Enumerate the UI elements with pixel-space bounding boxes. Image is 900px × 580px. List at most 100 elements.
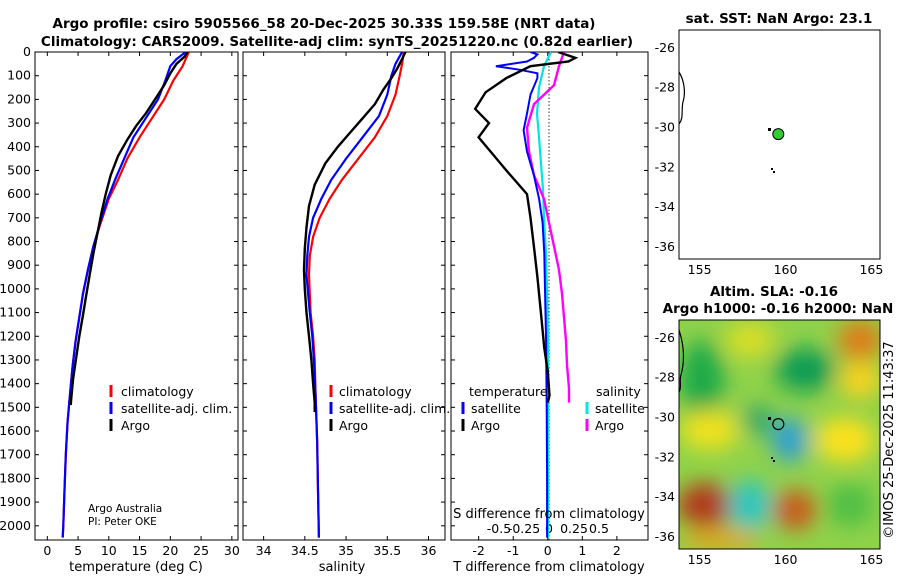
credit-line1: Argo Australia xyxy=(88,503,162,515)
sla-map-title-line1: Altim. SLA: -0.16 xyxy=(710,284,838,300)
map-x-tick-label: 165 xyxy=(859,552,883,567)
legend-climatology: climatology xyxy=(339,384,412,399)
y-tick-label: 100 xyxy=(7,68,31,83)
map-x-tick-label: 160 xyxy=(774,552,798,567)
x-tick-label: 34.5 xyxy=(291,543,319,558)
map-y-tick-label: -28 xyxy=(655,370,675,385)
map-x-tick-label: 155 xyxy=(688,552,712,567)
temperature-diff-argo-line xyxy=(473,52,579,403)
y-tick-label: 1300 xyxy=(0,352,31,367)
x-tick-label: 36 xyxy=(421,543,437,558)
x-tick-label: -1 xyxy=(507,543,519,558)
legend-satellite: satellite-adj. clim. xyxy=(121,401,232,416)
difference-axes-frame xyxy=(450,51,649,541)
x-tick-label: 0 xyxy=(544,543,552,558)
map-y-tick-label: -32 xyxy=(655,159,675,174)
sla-map-title-line2: Argo h1000: -0.16 h2000: NaN xyxy=(663,301,894,317)
legend-t-argo: Argo xyxy=(471,418,500,433)
legend-salinity-header: salinity xyxy=(596,384,641,399)
legend-s-satellite: satellite xyxy=(595,401,645,416)
salinity-satellite-line xyxy=(305,52,404,538)
map-y-tick-label: -26 xyxy=(655,330,675,345)
sst-coastline xyxy=(678,71,685,125)
legend-temperature-header: temperature xyxy=(469,384,548,399)
y-tick-label: 2000 xyxy=(0,518,31,533)
s-diff-tick-label: -0.5 xyxy=(487,521,511,536)
s-diff-tick-label: 0.5 xyxy=(589,521,609,536)
x-tick-label: 20 xyxy=(162,543,178,558)
sst-islands xyxy=(768,128,775,173)
map-y-tick-label: -32 xyxy=(655,449,675,464)
legend-s-argo: Argo xyxy=(595,418,624,433)
x-tick-label: -2 xyxy=(472,543,484,558)
salinity-x-label: salinity xyxy=(319,560,366,575)
temperature-diff-satellite-line xyxy=(495,52,549,538)
x-tick-label: 35.5 xyxy=(373,543,401,558)
salinity-diff-satellite-line xyxy=(535,52,552,538)
figure-title-line2: Climatology: CARS2009. Satellite-adj cli… xyxy=(41,34,633,50)
x-tick-label: 0 xyxy=(43,543,51,558)
y-tick-label: 1200 xyxy=(0,328,31,343)
x-tick-label: 15 xyxy=(132,543,148,558)
salinity-diff-argo-line xyxy=(525,52,571,403)
map-y-tick-label: -30 xyxy=(655,120,675,135)
y-tick-label: 300 xyxy=(7,115,31,130)
credit-line2: PI: Peter OKE xyxy=(88,516,157,528)
sla-float-marker xyxy=(772,418,785,431)
legend-argo: Argo xyxy=(121,418,150,433)
legend-argo: Argo xyxy=(339,418,368,433)
y-tick-label: 700 xyxy=(7,210,31,225)
temperature-x-label: temperature (deg C) xyxy=(69,560,203,575)
x-tick-label: 1 xyxy=(578,543,586,558)
map-y-tick-label: -26 xyxy=(655,40,675,55)
y-tick-label: 900 xyxy=(7,257,31,272)
sla-heatmap xyxy=(679,320,880,549)
y-tick-label: 1400 xyxy=(0,376,31,391)
credits: Argo Australia PI: Peter OKE xyxy=(88,503,162,528)
y-tick-label: 0 xyxy=(23,44,31,59)
map-y-tick-label: -36 xyxy=(655,239,675,254)
y-tick-label: 400 xyxy=(7,139,31,154)
x-tick-label: 34 xyxy=(256,543,272,558)
x-tick-label: 30 xyxy=(224,543,240,558)
y-tick-label: 500 xyxy=(7,162,31,177)
map-x-tick-label: 160 xyxy=(774,262,798,277)
y-tick-label: 1700 xyxy=(0,447,31,462)
sla-islands xyxy=(768,417,775,462)
sla-coastline xyxy=(678,329,685,393)
temperature-legend: climatology satellite-adj. clim. Argo xyxy=(109,384,232,433)
y-tick-label: 800 xyxy=(7,234,31,249)
difference-s-label: S difference from climatology xyxy=(453,507,645,522)
sst-map-title: sat. SST: NaN Argo: 23.1 xyxy=(686,11,873,27)
s-diff-tick-label: -0.25 xyxy=(508,521,540,536)
map-x-tick-label: 155 xyxy=(688,262,712,277)
map-y-tick-label: -36 xyxy=(655,529,675,544)
difference-legend: temperature satellite Argo salinity sate… xyxy=(461,384,645,433)
salinity-legend: climatology satellite-adj. clim. Argo xyxy=(329,384,450,433)
map-x-tick-label: 165 xyxy=(859,262,883,277)
s-diff-tick-label: 0.25 xyxy=(560,521,588,536)
imos-timestamp: ©IMOS 25-Dec-2025 11:43:37 xyxy=(882,341,897,538)
x-tick-label: 2 xyxy=(613,543,621,558)
map-y-tick-label: -28 xyxy=(655,80,675,95)
y-tick-label: 1500 xyxy=(0,399,31,414)
x-tick-label: 25 xyxy=(193,543,209,558)
y-tick-label: 200 xyxy=(7,91,31,106)
legend-satellite: satellite-adj. clim. xyxy=(339,401,450,416)
y-tick-label: 600 xyxy=(7,186,31,201)
salinity-axes-frame xyxy=(242,51,446,541)
x-tick-label: 10 xyxy=(101,543,117,558)
x-tick-label: 35 xyxy=(338,543,354,558)
y-tick-label: 1100 xyxy=(0,305,31,320)
y-tick-label: 1800 xyxy=(0,470,31,485)
sst-float-marker xyxy=(772,128,785,141)
sst-map-frame xyxy=(678,29,881,260)
y-tick-label: 1000 xyxy=(0,281,31,296)
map-y-tick-label: -34 xyxy=(655,199,675,214)
sla-map-frame xyxy=(678,319,881,550)
legend-climatology: climatology xyxy=(121,384,194,399)
y-tick-label: 1900 xyxy=(0,494,31,509)
y-tick-label: 1600 xyxy=(0,423,31,438)
salinity-argo-line xyxy=(302,52,407,413)
